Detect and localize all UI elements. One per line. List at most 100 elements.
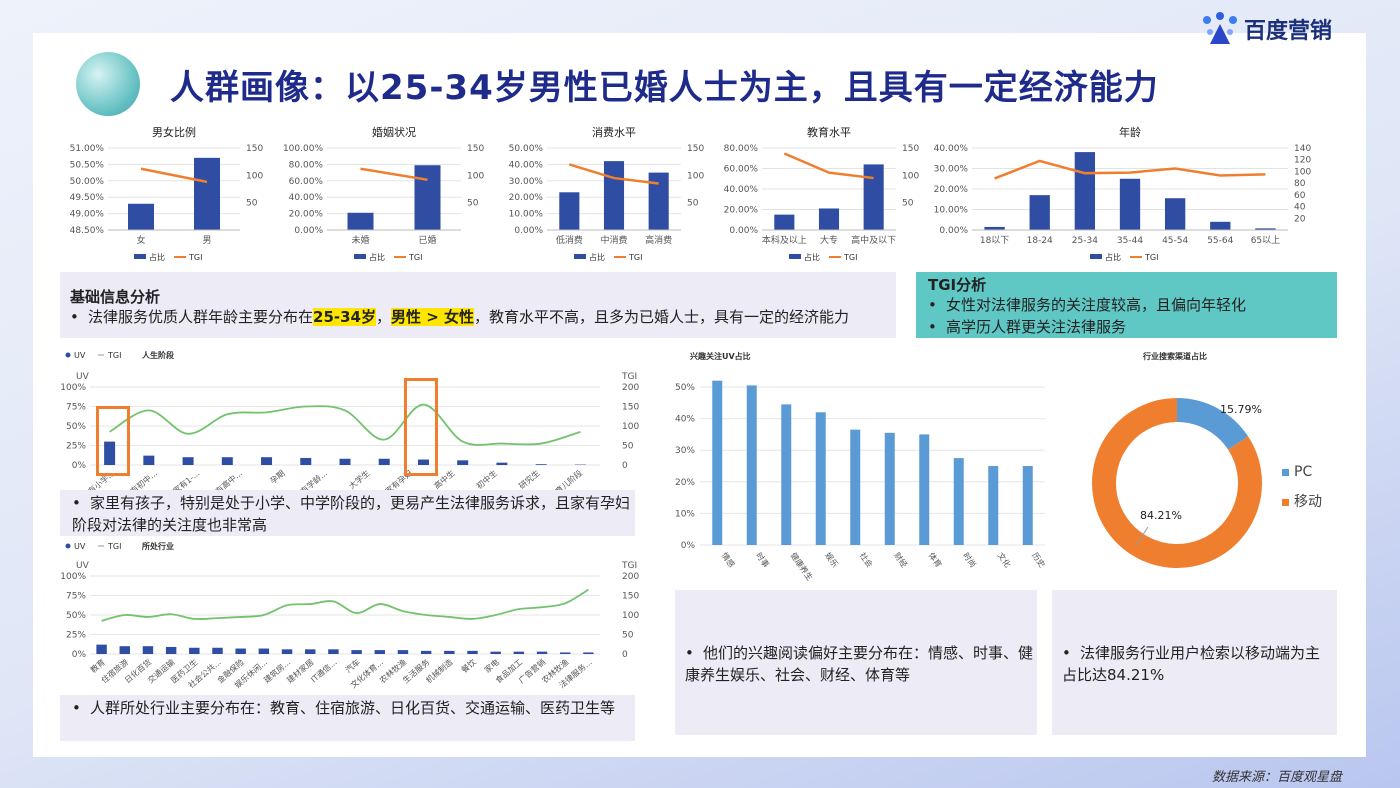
uv-bar [328,649,339,654]
y-tick-label: 30% [675,446,695,456]
x-tick-label: 体育 [927,550,944,569]
bar [984,226,1005,230]
x-tick-label: 汽车 [343,657,362,675]
uv-bar [143,455,155,465]
x-tick-label: 未婚 [351,234,369,246]
tgi-line [140,167,208,184]
uv-bar [560,652,571,654]
brand-name: 百度营销 [1244,19,1333,44]
tgi-item-text: 女性对法律服务的关注度较高，且偏向年轻化 [946,296,1247,314]
x-tick-label: 35-44 [1117,236,1143,246]
interest-bar [746,385,757,545]
interest-note-box: • 他们的兴趣阅读偏好主要分布在：情感、时事、健康养生娱乐、社会、财经、体育等 [675,590,1037,735]
tgi-line [568,163,659,185]
y2-tick-label: 100 [622,422,639,432]
x-tick-label: 45-54 [1162,236,1188,246]
y-tick-label: 50.00% [509,144,544,154]
uv-bar [305,649,316,654]
bar [347,212,374,230]
bar [414,165,441,230]
x-tick-label: 大专 [820,234,838,246]
life-note-box: • 家里有孩子，特别是处于小学、中学阶段的，更易产生法律服务诉求，且家有孕妇阶段对… [60,490,635,536]
bullet-dot: • [72,699,81,717]
x-tick-label: 55-64 [1207,236,1233,246]
x-tick-label: 低消费 [556,234,583,246]
bar [1255,228,1276,230]
industry-note-box: • 人群所处行业主要分布在：教育、住宿旅游、日化百货、交通运输、医药卫生等 [60,695,635,741]
y-tick-label: 48.50% [70,226,105,236]
highlight-box-pregnant [404,378,438,476]
x-tick-label: 餐饮 [459,657,478,675]
life-note: • 家里有孩子，特别是处于小学、中学阶段的，更易产生法律服务诉求，且家有孕妇阶段对… [72,492,632,536]
uv-bar [535,464,547,465]
y-tick-label: 30.00% [509,177,544,187]
interest-note-text: 他们的兴趣阅读偏好主要分布在：情感、时事、健康养生娱乐、社会、财经、体育等 [685,644,1034,684]
uv-bar [261,457,273,465]
y-tick-label: 80.00% [724,144,759,154]
y2-tick-label: 120 [1294,156,1311,166]
interest-bar [781,404,792,545]
uv-bar [583,652,594,654]
uv-bar [165,646,177,654]
donut-slice-mobile [1092,398,1262,568]
x-tick-label: 大学生 [347,468,372,491]
bullet-dot: • [70,308,79,326]
legend-swatch-share [134,254,146,259]
y-tick-label: 40.00% [724,185,759,195]
channel-note: • 法律服务行业用户检索以移动端为主占比达84.21% [1062,642,1327,686]
tgi-item: • 女性对法律服务的关注度较高，且偏向年轻化 [928,294,1246,316]
bar [603,161,625,230]
y-tick-label: 40% [675,415,695,425]
legend-share: 占比 [589,252,605,262]
legend-share: 占比 [804,252,820,262]
highlight-gender: 男性 > 女性 [391,308,475,326]
basic-text-post: ，教育水平不高，且多为已婚人士，具有一定的经济能力 [474,308,850,326]
y-tick-label: 40.00% [509,160,544,170]
chart-title: 人生阶段 [142,350,174,360]
chart-title: 行业搜索渠道占比 [1142,351,1207,361]
bar [559,192,580,230]
y-tick-label: 0% [681,541,696,551]
uv-bar [119,646,130,654]
interest-bar [884,432,895,545]
legend-swatch-share [354,254,366,259]
y2-tick-label: 100 [467,171,484,181]
chart-title: 年龄 [1119,125,1141,139]
y-tick-label: 40.00% [289,193,324,203]
y-tick-label: 0% [72,650,87,660]
interest-bar [919,434,930,545]
life-note-text: 家里有孩子，特别是处于小学、中学阶段的，更易产生法律服务诉求，且家有孕妇阶段对法… [72,494,631,534]
uv-bar [258,648,270,654]
x-tick-label: 女 [136,234,145,246]
y-tick-label: 20.00% [724,206,759,216]
bar [1164,198,1186,230]
y-tick-label: 50% [66,422,86,432]
uv-bar [96,644,107,654]
tgi-heading: TGI分析 [928,276,987,294]
y2-tick-label: 200 [622,572,639,582]
y-tick-label: 0.00% [729,226,758,236]
pc-swatch [1282,469,1289,476]
y-tick-label: 49.50% [70,193,105,203]
highlight-age: 25-34岁 [313,308,376,326]
y2-tick-label: 50 [622,631,634,641]
y2-axis-label: TGI [621,561,637,571]
y-tick-label: 100% [60,383,86,393]
legend-tgi: TGI [843,253,857,262]
y-tick-label: 50.50% [70,160,105,170]
interest-bar [850,429,861,545]
y2-tick-label: 50 [902,199,914,209]
y-tick-label: 50% [675,383,695,393]
bar [1074,152,1096,230]
y-tick-label: 20.00% [509,193,544,203]
tgi-line [109,403,581,446]
chart-title: 教育水平 [807,125,851,139]
x-tick-label: 时尚 [961,550,978,569]
x-tick-label: 初中生 [474,468,499,491]
uv-bar [397,650,409,654]
chart-title: 所处行业 [141,541,174,551]
x-tick-label: 已婚 [418,234,436,246]
chart-title: 消费水平 [592,125,636,139]
x-tick-label: 孕期 [268,469,286,486]
